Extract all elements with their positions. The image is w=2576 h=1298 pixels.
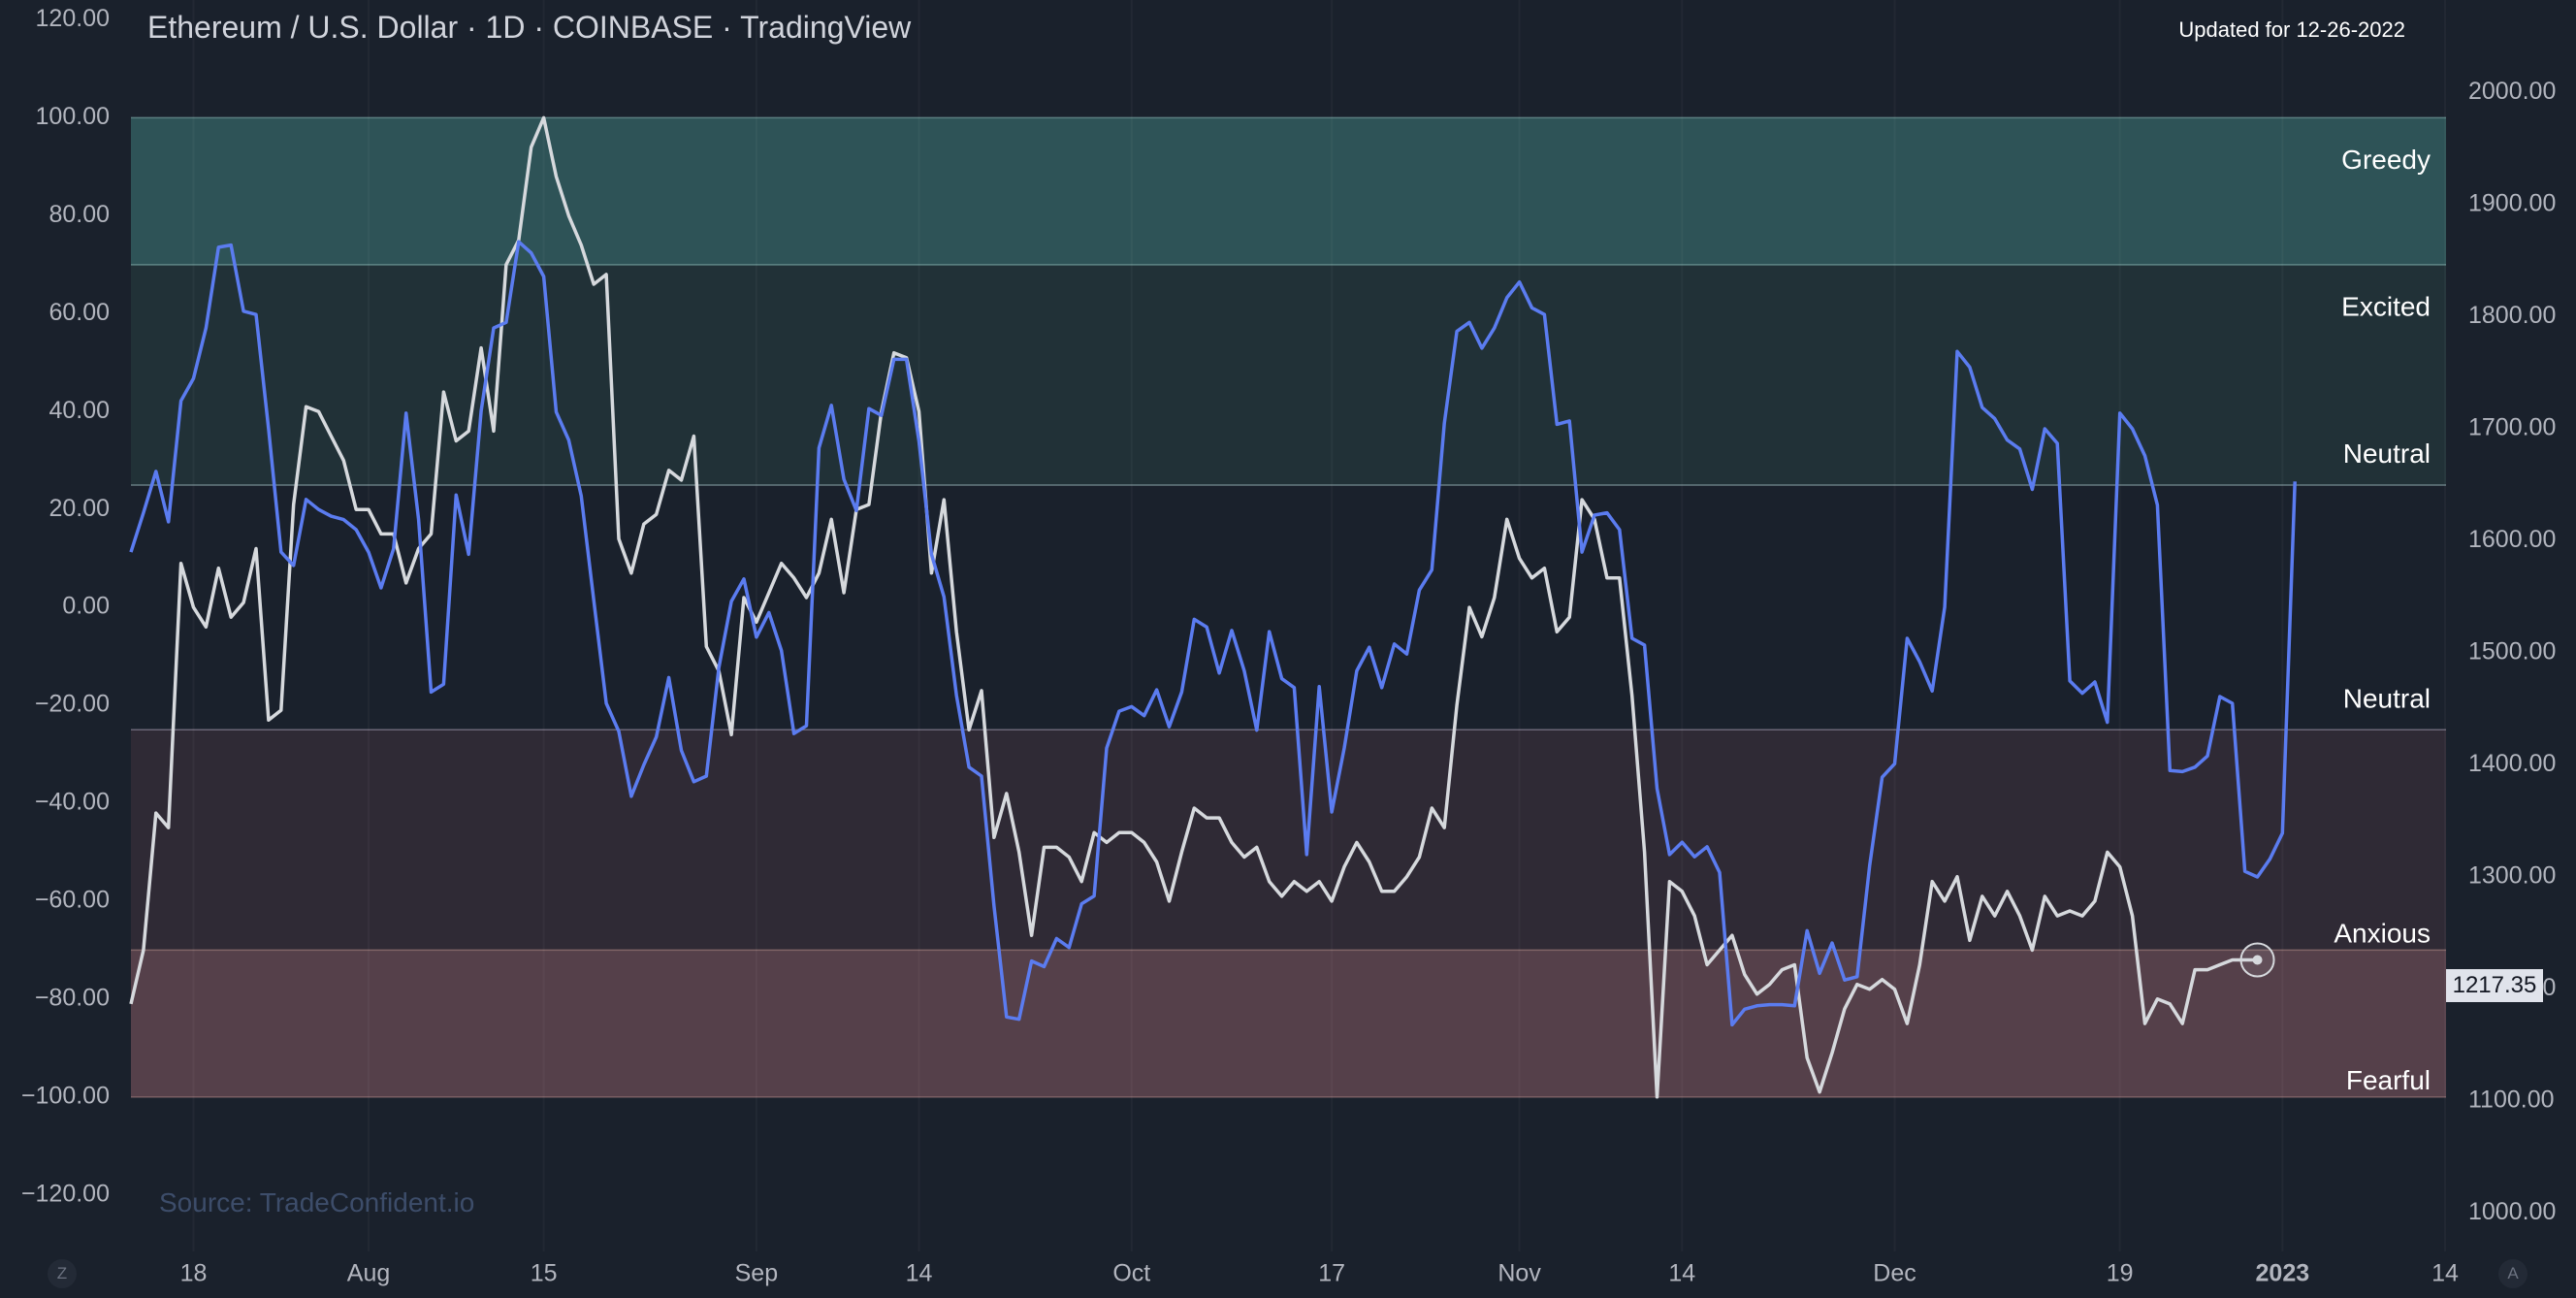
auto-scale-button[interactable]: A <box>2498 1259 2528 1288</box>
zone-label-excited: Excited <box>2341 292 2431 322</box>
x-tick-label: Nov <box>1497 1260 1541 1287</box>
zone-label-neutral: Neutral <box>2343 438 2431 469</box>
right-tick-label: 1400.00 <box>2468 750 2556 777</box>
last-point-marker <box>2239 942 2275 978</box>
left-tick-label: 20.00 <box>48 495 110 522</box>
zone-label-fearful: Fearful <box>2346 1065 2431 1095</box>
sentiment-zones <box>131 116 2446 1098</box>
left-tick-label: 80.00 <box>48 201 110 228</box>
left-tick-label: −100.00 <box>21 1082 110 1109</box>
left-tick-label: 120.00 <box>36 5 110 32</box>
right-tick-label: 1100.00 <box>2468 1087 2555 1114</box>
x-tick-label: 14 <box>906 1260 933 1287</box>
left-tick-label: 40.00 <box>48 397 110 424</box>
zoom-button[interactable]: Z <box>48 1259 77 1288</box>
right-axis: 2000.00 1900.00 1800.00 1700.00 1600.00 1500.… <box>2468 78 2556 1225</box>
source-label: Source: TradeConfident.io <box>159 1187 475 1217</box>
right-tick-label: 1700.00 <box>2468 414 2556 441</box>
x-tick-label: 19 <box>2107 1260 2134 1287</box>
right-tick-label: 1600.00 <box>2468 526 2556 553</box>
x-tick-label: 18 <box>180 1260 208 1287</box>
x-tick-label: Sep <box>735 1260 778 1287</box>
zone-labels: Greedy Excited Neutral Neutral Anxious Fearfu… <box>2334 145 2431 1095</box>
right-tick-label: 2000.00 <box>2468 78 2556 105</box>
left-tick-label: 100.00 <box>36 103 110 130</box>
left-tick-label: 60.00 <box>48 299 110 326</box>
zone-label-anxious: Anxious <box>2334 919 2431 949</box>
right-tick-label: 1500.00 <box>2468 638 2556 665</box>
series-lines <box>129 115 2297 1099</box>
x-tick-label: 2023 <box>2256 1260 2310 1287</box>
left-tick-label: −80.00 <box>35 984 110 1011</box>
left-tick-label: −120.00 <box>21 1180 110 1207</box>
chart-title: Ethereum / U.S. Dollar · 1D · COINBASE ·… <box>147 10 912 45</box>
price-line <box>129 240 2297 1027</box>
zone-excited <box>131 264 2446 485</box>
right-tick-label: 1300.00 <box>2468 862 2556 890</box>
x-axis: 18 Aug 15 Sep 14 Oct 17 Nov 14 Dec 19 2023 14 <box>180 1260 2459 1287</box>
zone-fearful <box>131 950 2446 1097</box>
x-tick-label: 14 <box>1668 1260 1695 1287</box>
x-tick-label: Aug <box>347 1260 390 1287</box>
left-axis: 120.00 100.00 80.00 60.00 40.00 20.00 0.00 −20.… <box>21 5 110 1207</box>
left-tick-label: −60.00 <box>35 887 110 914</box>
left-tick-label: −20.00 <box>35 691 110 718</box>
x-tick-label: Oct <box>1112 1260 1150 1287</box>
right-tick-label: 1900.00 <box>2468 190 2556 217</box>
zone-greedy <box>131 117 2446 265</box>
updated-date: Updated for 12-26-2022 <box>2178 17 2405 42</box>
right-tick-label: 1800.00 <box>2468 302 2556 329</box>
zone-label-neutral: Neutral <box>2343 683 2431 713</box>
right-tick-label: 1000.00 <box>2468 1198 2556 1225</box>
zone-anxious <box>131 730 2446 951</box>
x-tick-label: 17 <box>1318 1260 1345 1287</box>
x-tick-label: Dec <box>1873 1260 1916 1287</box>
x-tick-label: 15 <box>531 1260 558 1287</box>
last-price-label: 1217.35 <box>2446 969 2543 1002</box>
left-tick-label: 0.00 <box>62 593 110 620</box>
x-tick-label: 14 <box>2431 1260 2459 1287</box>
last-point-dot <box>2252 955 2263 965</box>
left-tick-label: −40.00 <box>35 789 110 816</box>
zone-label-greedy: Greedy <box>2341 145 2431 175</box>
